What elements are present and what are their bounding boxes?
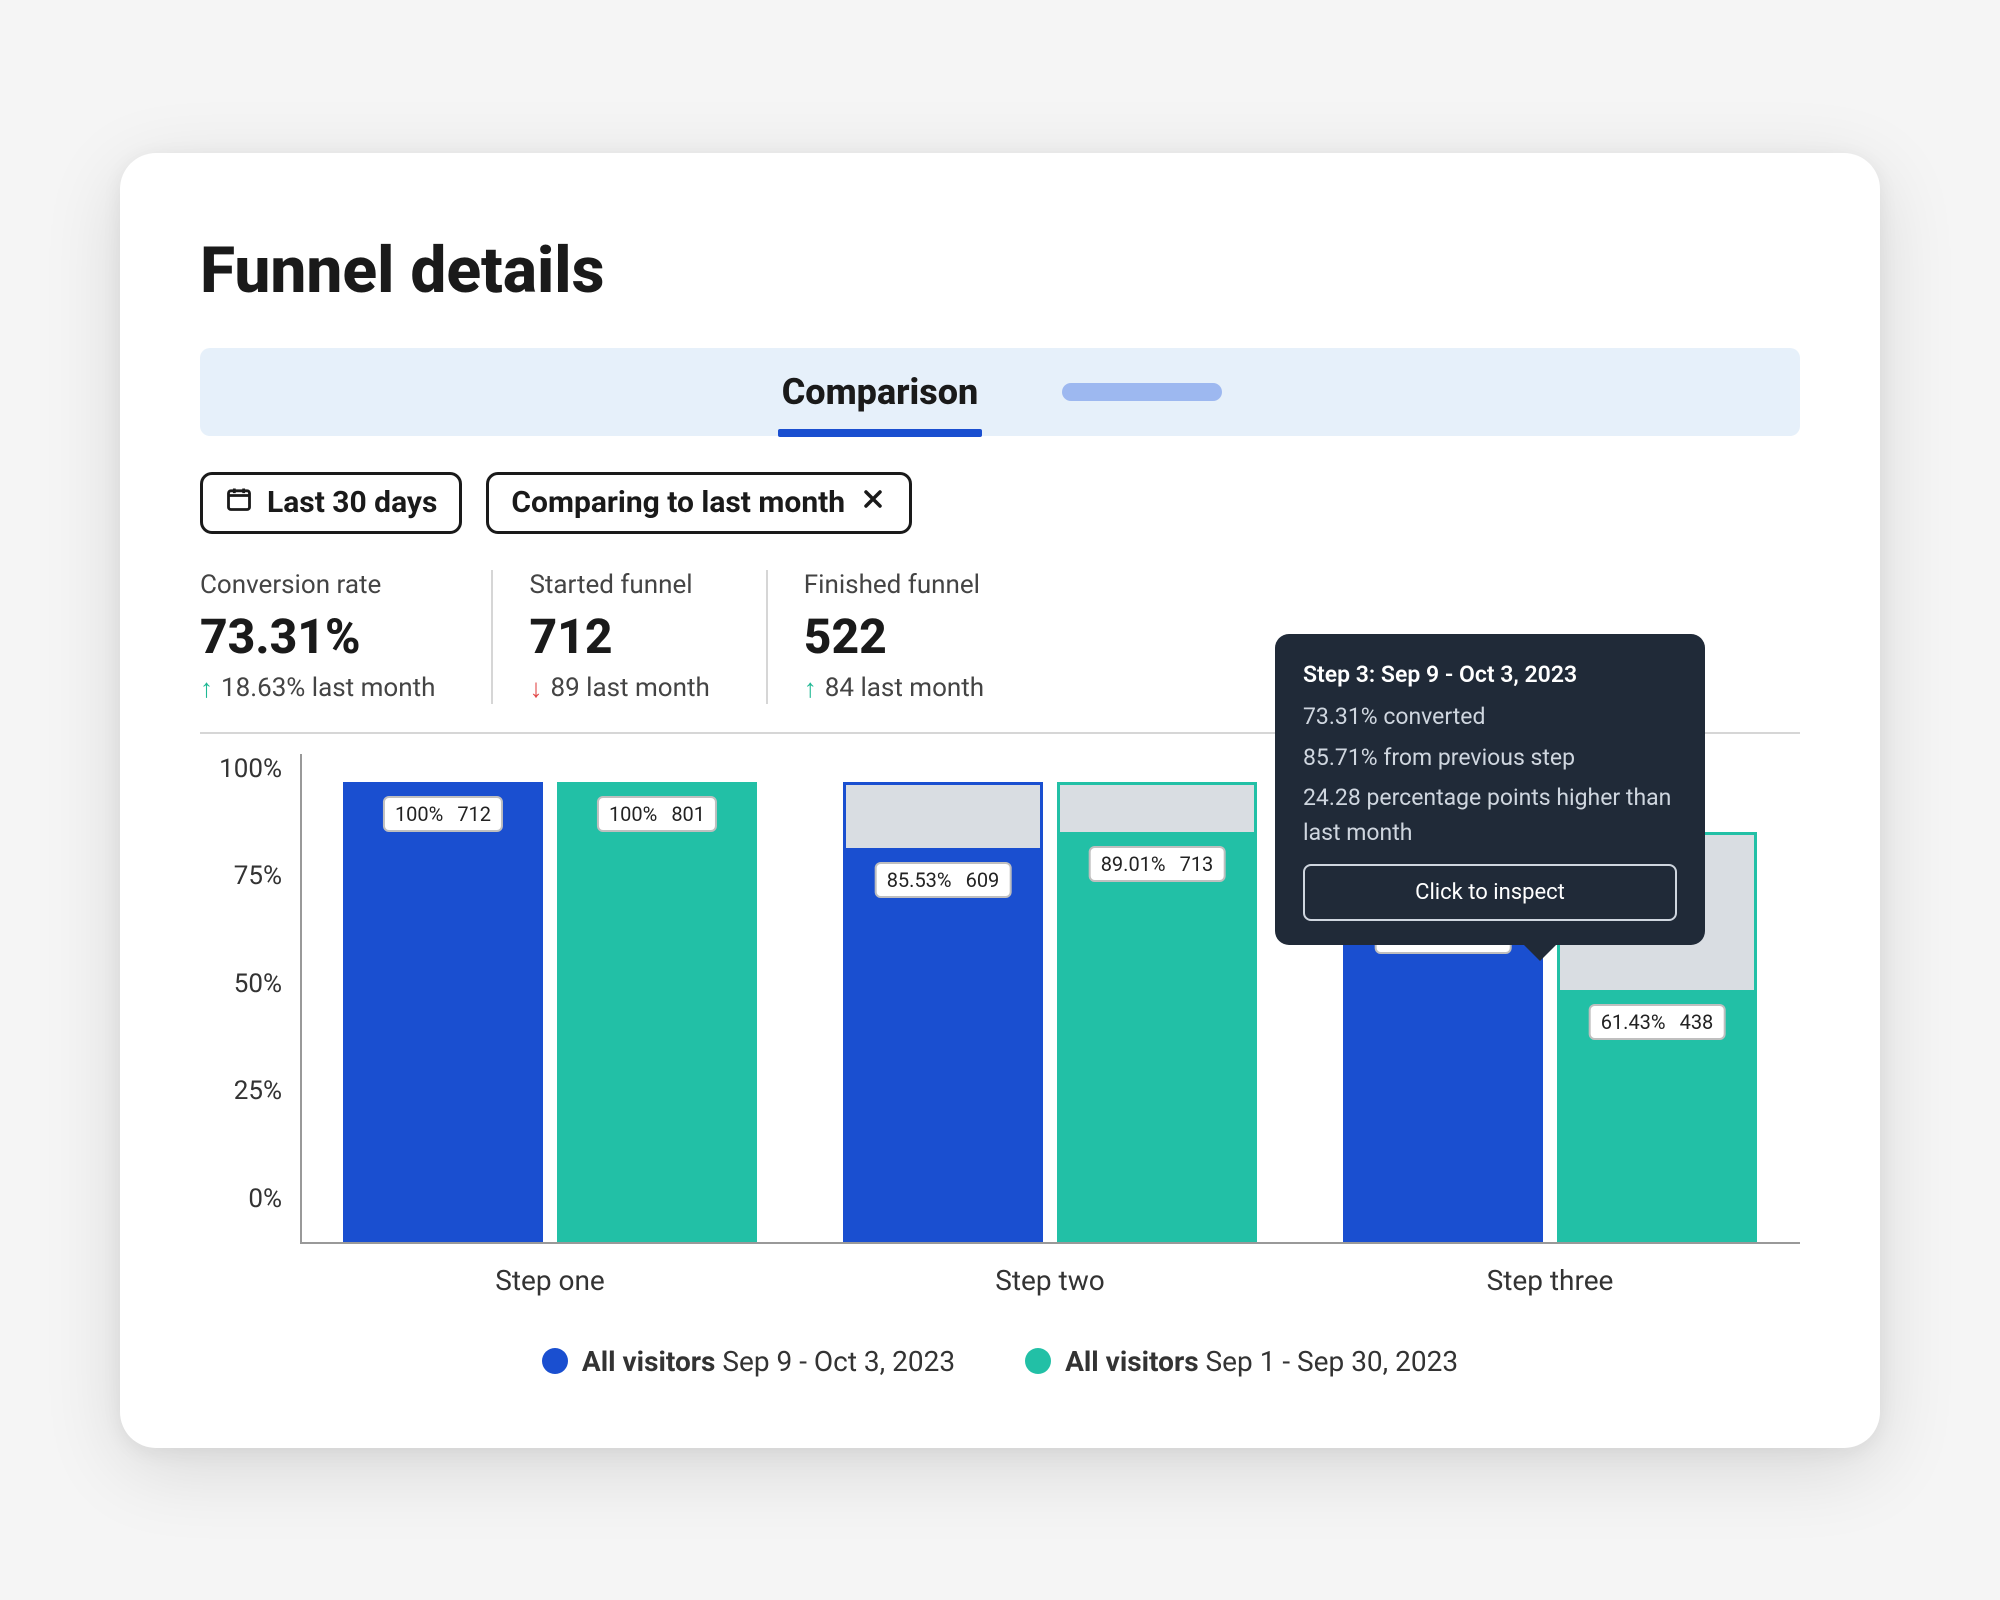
calendar-icon: [225, 485, 253, 521]
metric: Started funnel 712 ↓89 last month: [529, 570, 767, 704]
chart-wrap: Step 3: Sep 9 - Oct 3, 2023 73.31% conve…: [200, 754, 1800, 1378]
page-title: Funnel details: [200, 233, 1800, 308]
y-tick-label: 50%: [234, 969, 282, 999]
legend-range: Sep 9 - Oct 3, 2023: [722, 1345, 955, 1378]
bar-a[interactable]: 85.53%609: [843, 782, 1043, 1242]
bar-fill: 89.01%713: [1057, 832, 1257, 1241]
y-axis: 100% 75% 50% 25% 0%: [200, 754, 300, 1214]
x-axis-labels: Step oneStep twoStep three: [300, 1264, 1800, 1297]
metric-delta: ↓89 last month: [529, 673, 709, 704]
bar-data-label: 85.53%609: [875, 862, 1012, 898]
metric-label: Conversion rate: [200, 570, 435, 600]
bar-fill: 100%712: [343, 782, 543, 1242]
tab-label: Comparison: [782, 371, 979, 413]
bar-data-label: 100%712: [383, 796, 503, 832]
comparison-chip[interactable]: Comparing to last month: [486, 472, 912, 534]
bar-fill: 85.71%522: [1343, 904, 1543, 1241]
comparison-label: Comparing to last month: [511, 485, 845, 520]
legend-range: Sep 1 - Sep 30, 2023: [1206, 1345, 1459, 1378]
tab-comparison[interactable]: Comparison: [778, 351, 983, 433]
metric: Finished funnel 522 ↑84 last month: [804, 570, 1040, 704]
bar-tooltip: Step 3: Sep 9 - Oct 3, 2023 73.31% conve…: [1275, 634, 1705, 946]
bar-fill: 61.43%438: [1557, 990, 1757, 1242]
x-tick-label: Step two: [800, 1264, 1300, 1297]
tooltip-inspect-button[interactable]: Click to inspect: [1303, 864, 1677, 921]
bar-b[interactable]: 100%801: [557, 782, 757, 1242]
date-range-chip[interactable]: Last 30 days: [200, 472, 462, 534]
metric-value: 73.31%: [200, 608, 435, 665]
metric: Conversion rate 73.31% ↑18.63% last month: [200, 570, 493, 704]
step-group: 100%712 100%801: [300, 754, 800, 1242]
bar-data-label: 61.43%438: [1589, 1004, 1726, 1040]
tab-placeholder[interactable]: [1062, 383, 1222, 401]
date-range-label: Last 30 days: [267, 485, 437, 520]
legend: All visitors Sep 9 - Oct 3, 2023 All vis…: [200, 1345, 1800, 1378]
metric-delta: ↑84 last month: [804, 673, 984, 704]
metric-value: 712: [529, 608, 709, 665]
metric-label: Started funnel: [529, 570, 709, 600]
arrow-down-icon: ↓: [529, 673, 542, 704]
tabs-bar: Comparison: [200, 348, 1800, 436]
bar-fill: 85.53%609: [843, 848, 1043, 1241]
tooltip-line: 73.31% converted: [1303, 700, 1677, 735]
arrow-up-icon: ↑: [200, 673, 213, 704]
close-icon[interactable]: [859, 485, 887, 521]
bar-data-label: 100%801: [597, 796, 717, 832]
tab-underline: [778, 429, 983, 437]
bar-b[interactable]: 89.01%713: [1057, 782, 1257, 1242]
bar-fill: 100%801: [557, 782, 757, 1242]
funnel-details-card: Funnel details Comparison Last 30 days C…: [120, 153, 1880, 1448]
tooltip-line: 24.28 percentage points higher than last…: [1303, 781, 1677, 850]
legend-item-a[interactable]: All visitors Sep 9 - Oct 3, 2023: [542, 1345, 955, 1378]
filter-row: Last 30 days Comparing to last month: [200, 472, 1800, 534]
y-tick-label: 0%: [248, 1184, 282, 1214]
y-tick-label: 75%: [234, 861, 282, 891]
step-group: 85.53%609 89.01%713: [800, 754, 1300, 1242]
legend-name: All visitors: [1065, 1345, 1199, 1378]
tooltip-line: 85.71% from previous step: [1303, 741, 1677, 776]
y-tick-label: 25%: [234, 1076, 282, 1106]
bar-a[interactable]: 100%712: [343, 782, 543, 1242]
tooltip-title: Step 3: Sep 9 - Oct 3, 2023: [1303, 658, 1677, 693]
legend-dot-icon: [1025, 1348, 1051, 1374]
x-tick-label: Step three: [1300, 1264, 1800, 1297]
x-tick-label: Step one: [300, 1264, 800, 1297]
legend-name: All visitors: [582, 1345, 716, 1378]
legend-dot-icon: [542, 1348, 568, 1374]
legend-item-b[interactable]: All visitors Sep 1 - Sep 30, 2023: [1025, 1345, 1458, 1378]
metric-label: Finished funnel: [804, 570, 984, 600]
metric-value: 522: [804, 608, 984, 665]
y-tick-label: 100%: [219, 754, 282, 784]
arrow-up-icon: ↑: [804, 673, 817, 704]
bar-data-label: 89.01%713: [1089, 846, 1226, 882]
metric-delta: ↑18.63% last month: [200, 673, 435, 704]
